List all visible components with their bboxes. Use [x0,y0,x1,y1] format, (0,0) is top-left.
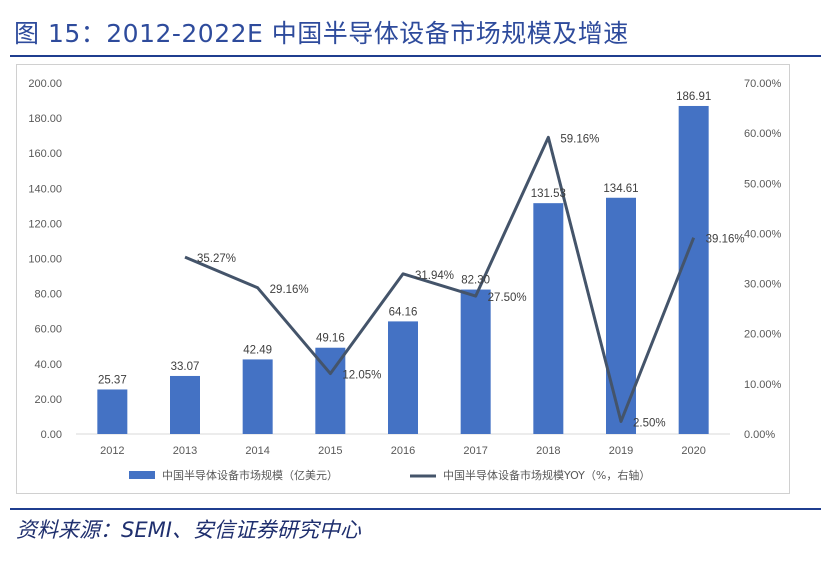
bar-data-label: 186.91 [676,91,711,103]
x-tick-label: 2017 [463,445,487,457]
title-divider [10,55,821,57]
bar-data-label: 131.53 [531,188,566,200]
line-data-label: 27.50% [488,292,527,304]
bar-data-label: 82.30 [461,275,490,287]
bar-data-label: 25.37 [98,374,127,386]
y-left-tick-label: 20.00 [34,394,62,406]
y-left-tick-label: 80.00 [34,289,62,301]
y-right-tick-label: 30.00% [744,279,782,291]
source-note: 资料来源：SEMI、安信证券研究中心 [16,518,361,542]
chart-frame [16,64,790,494]
bar [460,289,491,434]
y-left-tick-label: 0.00 [41,429,62,441]
bar [242,359,273,434]
yoy-line [184,135,696,423]
y-left-tick-label: 180.00 [28,113,62,125]
y-right-tick-label: 50.00% [744,178,782,190]
line-data-label: 59.16% [560,133,599,145]
bar-data-label: 134.61 [603,183,638,195]
bar [533,203,564,434]
y-left-tick-label: 40.00 [34,359,62,371]
y-right-tick-label: 70.00% [744,78,782,90]
x-tick-label: 2019 [609,445,633,457]
legend-bar-swatch [129,471,155,479]
y-left-tick-label: 60.00 [34,324,62,336]
y-left-tick-label: 120.00 [28,218,62,230]
x-tick-label: 2015 [318,445,342,457]
y-right-tick-label: 10.00% [744,379,782,391]
bar-data-label: 42.49 [243,344,272,356]
line-data-label: 29.16% [270,284,309,296]
source-divider [10,508,821,510]
line-data-label: 12.05% [342,370,381,382]
figure-title: 图 15：2012-2022E 中国半导体设备市场规模及增速 [14,19,629,48]
bar-data-label: 64.16 [389,306,418,318]
x-tick-label: 2014 [245,445,269,457]
y-right-tick-label: 60.00% [744,128,782,140]
y-left-tick-label: 100.00 [28,254,62,266]
x-tick-label: 2013 [173,445,197,457]
line-data-label: 35.27% [197,253,236,265]
line-data-label: 39.16% [706,234,745,246]
y-left-tick-label: 200.00 [28,78,62,90]
bar-data-label: 49.16 [316,333,345,345]
bar [388,321,418,434]
line-data-label: 2.50% [633,417,666,429]
y-right-tick-label: 20.00% [744,329,782,341]
y-left-tick-label: 140.00 [28,183,62,195]
bar [97,389,128,434]
y-left-tick-label: 160.00 [28,148,62,160]
y-right-tick-label: 40.00% [744,228,782,240]
legend-bar-label: 中国半导体设备市场规模（亿美元） [162,468,338,482]
legend-line-label: 中国半导体设备市场规模YOY（%，右轴） [443,468,650,482]
bar-data-label: 33.07 [171,361,200,373]
y-right-tick-label: 0.00% [744,429,775,441]
bar [170,375,200,434]
line-data-label: 31.94% [415,270,454,282]
x-tick-label: 2018 [536,445,560,457]
bar [678,105,709,434]
x-tick-label: 2020 [681,445,705,457]
x-tick-label: 2012 [100,445,124,457]
x-tick-label: 2016 [391,445,415,457]
